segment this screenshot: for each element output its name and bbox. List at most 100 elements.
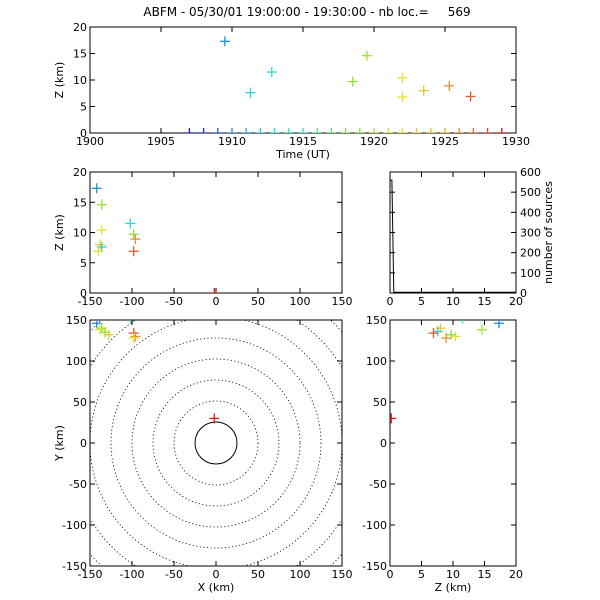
x-tick-label: 15 [478,568,492,581]
y-tick-label: 100 [520,267,541,280]
data-point [91,320,102,329]
y-tick-label: 0 [80,127,87,140]
data-point [93,246,104,257]
x-tick-label: 0 [387,295,394,308]
data-point [245,87,256,98]
y-tick-label: 15 [73,196,87,209]
x-tick-label: -100 [120,568,145,581]
data-point [446,329,457,340]
x-tick-label: -150 [78,295,103,308]
y-tick-label: 20 [73,21,87,34]
data-point [128,229,139,240]
data-point [255,128,266,133]
data-point [241,128,252,133]
x-tick-label: 15 [478,295,492,308]
y-tick-label: 400 [520,206,541,219]
data-point [95,239,106,250]
data-point [95,324,106,335]
y-tick-label: 10 [73,227,87,240]
plan-view-panel: -150 -100 -50 0 50 100 150 -150 -100 -50 0 50 100 150… [53,314,353,594]
plot-frame [389,319,517,567]
data-point [130,331,141,342]
data-point [397,91,408,102]
data-point [493,320,504,329]
y-axis-label: number of sources [542,181,555,284]
range-ring [110,337,322,549]
y-tick-label: 0 [380,437,387,450]
data-point [468,128,479,133]
data-point [347,76,358,87]
data-point [227,128,237,133]
data-point [411,128,422,133]
data-point [397,72,408,83]
data-point [298,128,308,133]
y-tick-label: -150 [62,560,87,573]
y-tick-label: 5 [80,101,87,114]
data-point [128,333,139,344]
x-tick-label: 1905 [147,135,175,148]
data-point [312,128,323,133]
range-ring [131,358,301,528]
x-tick-label: 1925 [431,135,459,148]
y-tick-label: 20 [73,166,87,179]
y-axis-label: Z (km) [53,214,66,251]
y-axis-label: Z (km) [53,62,66,99]
y-tick-label: 50 [73,396,87,409]
x-tick-label: 1900 [76,135,104,148]
range-ring [173,400,259,486]
data-point [397,128,408,133]
data-point [96,199,107,210]
x-tick-label: 1910 [218,135,246,148]
data-point [219,36,230,47]
plot-area [91,183,220,293]
data-point [184,128,195,133]
data-point [266,67,277,78]
data-point [198,128,209,133]
y-tick-label: -50 [69,478,87,491]
data-point [496,128,507,133]
x-tick-label: 50 [251,295,265,308]
data-point [444,80,455,91]
y-tick-label: 5 [80,257,87,270]
y-tick-label: -100 [362,519,387,532]
data-point [96,225,107,236]
data-point [326,128,337,133]
data-point [450,331,461,342]
plot-area [390,179,516,293]
data-point [130,234,141,245]
data-point [125,218,136,229]
x-tick-label: 0 [387,568,394,581]
data-point [461,320,464,324]
data-point [129,320,131,324]
x-tick-label: 20 [509,295,523,308]
y-axis-label: Y (km) [53,425,66,462]
x-tick-label: 150 [332,568,353,581]
histogram-line [390,179,516,293]
y-tick-label: 100 [366,355,387,368]
data-point [340,128,351,133]
x-tick-label: 1920 [360,135,388,148]
plot-area [90,320,342,566]
data-point [454,128,465,133]
x-tick-label: 50 [251,568,265,581]
y-tick-label: 150 [66,314,87,327]
data-point [432,326,443,337]
x-tick-label: 150 [332,295,353,308]
x-tick-label: -150 [78,568,103,581]
data-point [269,128,280,133]
plot-frame [389,171,517,294]
y-tick-label: -100 [62,519,87,532]
x-tick-label: 10 [446,568,460,581]
x-tick-label: 1930 [502,135,530,148]
y-tick-label: 10 [73,74,87,87]
x-tick-label: 100 [290,568,311,581]
y-tick-label: 0 [80,287,87,300]
time-height-panel: 1900 1905 1910 1915 1920 1925 1930 0 5 10 15 20 Time… [53,21,530,161]
data-point [283,128,294,133]
x-tick-label: 5 [418,568,425,581]
y-tick-label: 50 [373,396,387,409]
data-point [369,128,379,133]
x-tick-label: -100 [120,295,145,308]
x-axis-label: X (km) [198,581,235,594]
